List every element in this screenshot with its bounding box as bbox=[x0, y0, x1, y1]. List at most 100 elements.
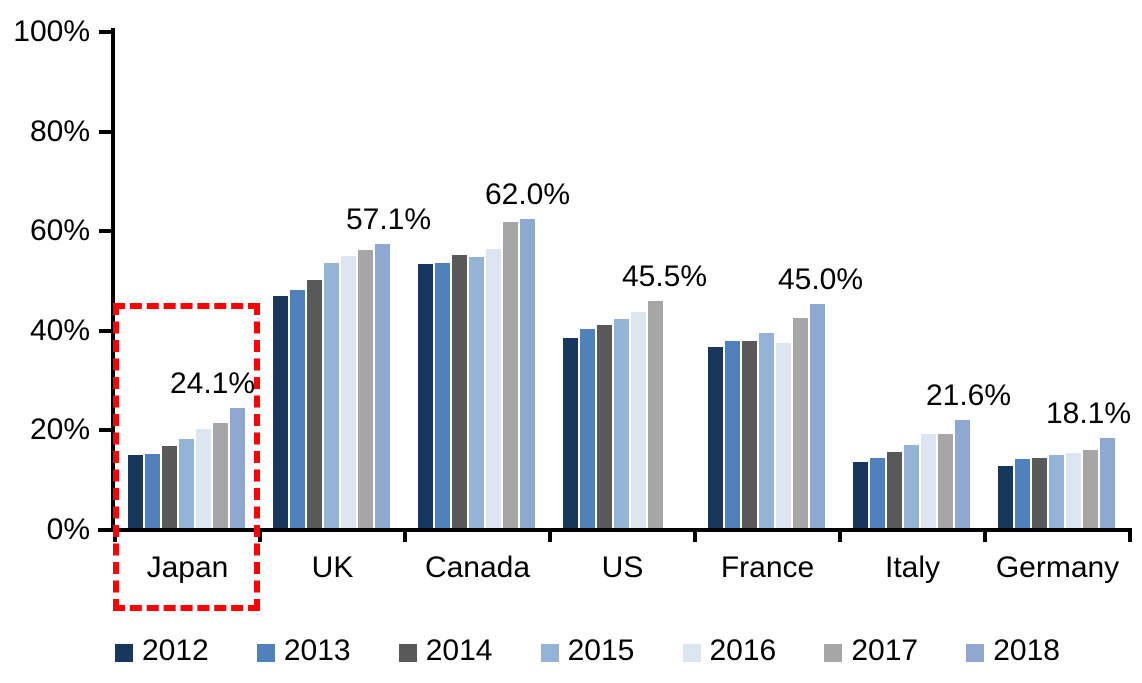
bar-germany-2018 bbox=[1100, 438, 1115, 528]
bar-group-us bbox=[563, 301, 663, 528]
legend-label-2014: 2014 bbox=[425, 634, 493, 667]
legend-swatch-2015 bbox=[540, 643, 559, 662]
legend-item-2012: 2012 bbox=[115, 633, 209, 669]
y-axis-line bbox=[111, 28, 115, 532]
legend-swatch-2018 bbox=[966, 643, 985, 662]
bar-germany-2014 bbox=[1032, 458, 1047, 528]
legend-item-2017: 2017 bbox=[824, 633, 918, 669]
bar-group-uk bbox=[273, 244, 390, 528]
y-axis-tick bbox=[99, 229, 115, 233]
legend-label-2018: 2018 bbox=[993, 634, 1060, 667]
bar-italy-2014 bbox=[887, 452, 902, 528]
y-axis-tick bbox=[99, 329, 115, 333]
bar-canada-2016 bbox=[486, 249, 501, 528]
y-axis-tick bbox=[99, 30, 115, 34]
category-label-france: France bbox=[720, 551, 815, 584]
bar-group-france bbox=[708, 304, 825, 528]
bar-france-2015 bbox=[759, 333, 774, 528]
y-axis-tick bbox=[99, 130, 115, 134]
data-label-us: 45.5% bbox=[621, 260, 708, 293]
bar-us-2013 bbox=[580, 329, 595, 528]
bar-italy-2016 bbox=[921, 434, 936, 528]
y-axis-tick-label: 100% bbox=[13, 15, 90, 48]
y-axis-tick-label: 0% bbox=[46, 513, 90, 546]
legend-label-2012: 2012 bbox=[142, 634, 209, 667]
legend-label-2016: 2016 bbox=[709, 634, 777, 667]
bar-germany-2012 bbox=[998, 466, 1013, 528]
data-label-italy: 21.6% bbox=[925, 379, 1012, 412]
legend-item-2013: 2013 bbox=[256, 633, 351, 669]
bar-france-2016 bbox=[776, 343, 791, 528]
x-axis-tick bbox=[838, 528, 842, 542]
bar-france-2014 bbox=[742, 341, 757, 528]
bar-us-2014 bbox=[597, 325, 612, 528]
bar-canada-2018 bbox=[520, 219, 535, 528]
bar-uk-2017 bbox=[358, 250, 373, 528]
legend-label-2015: 2015 bbox=[567, 634, 635, 667]
legend-item-2014: 2014 bbox=[398, 633, 493, 669]
category-label-us: US bbox=[601, 551, 644, 584]
category-label-japan: Japan bbox=[146, 551, 229, 584]
data-label-canada: 62.0% bbox=[484, 178, 571, 211]
y-axis-tick bbox=[99, 428, 115, 432]
bar-uk-2014 bbox=[307, 280, 322, 528]
legend-item-2018: 2018 bbox=[966, 633, 1060, 669]
legend-swatch-2017 bbox=[824, 643, 843, 662]
bar-canada-2014 bbox=[452, 255, 467, 528]
bar-japan-2017 bbox=[213, 423, 228, 528]
x-axis-tick bbox=[983, 528, 987, 542]
bar-japan-2015 bbox=[179, 439, 194, 528]
data-label-japan: 24.1% bbox=[169, 367, 256, 400]
legend-label-2013: 2013 bbox=[283, 634, 351, 667]
x-axis-tick bbox=[548, 528, 552, 542]
bar-france-2017 bbox=[793, 318, 808, 528]
bar-japan-2018 bbox=[230, 408, 245, 528]
legend-item-2016: 2016 bbox=[682, 633, 777, 669]
legend-swatch-2013 bbox=[256, 643, 275, 662]
bar-group-italy bbox=[853, 420, 970, 528]
category-label-germany: Germany bbox=[995, 551, 1120, 584]
data-label-uk: 57.1% bbox=[345, 203, 432, 236]
y-axis-tick-label: 80% bbox=[29, 115, 90, 148]
category-label-italy: Italy bbox=[884, 551, 941, 584]
bar-uk-2016 bbox=[341, 256, 356, 528]
bar-germany-2013 bbox=[1015, 459, 1030, 528]
bar-canada-2012 bbox=[418, 264, 433, 528]
y-axis-tick-label: 40% bbox=[29, 314, 90, 347]
legend-swatch-2016 bbox=[682, 643, 701, 662]
bar-germany-2016 bbox=[1066, 453, 1081, 528]
bar-us-2016 bbox=[631, 312, 646, 528]
bar-japan-2012 bbox=[128, 455, 143, 528]
bar-uk-2012 bbox=[273, 296, 288, 528]
bar-france-2018 bbox=[810, 304, 825, 528]
bar-canada-2015 bbox=[469, 257, 484, 528]
bar-italy-2015 bbox=[904, 445, 919, 528]
x-axis-tick bbox=[693, 528, 697, 542]
bar-uk-2018 bbox=[375, 244, 390, 528]
bar-canada-2017 bbox=[503, 222, 518, 528]
data-label-france: 45.0% bbox=[777, 263, 864, 296]
x-axis-tick bbox=[403, 528, 407, 542]
x-axis-tick bbox=[113, 528, 117, 542]
x-axis-tick bbox=[258, 528, 262, 542]
bar-germany-2017 bbox=[1083, 450, 1098, 528]
bar-uk-2015 bbox=[324, 263, 339, 528]
bar-france-2012 bbox=[708, 347, 723, 528]
legend-swatch-2012 bbox=[115, 643, 133, 662]
bar-france-2013 bbox=[725, 341, 740, 528]
bar-italy-2013 bbox=[870, 458, 885, 528]
bar-group-japan bbox=[128, 408, 245, 528]
bar-us-2012 bbox=[563, 338, 578, 528]
data-label-germany: 18.1% bbox=[1045, 397, 1132, 430]
x-axis-tick bbox=[1128, 528, 1132, 542]
legend-swatch-2014 bbox=[398, 643, 417, 662]
x-axis-line bbox=[98, 528, 1130, 532]
bar-italy-2012 bbox=[853, 462, 868, 528]
category-label-uk: UK bbox=[311, 551, 354, 584]
bar-italy-2018 bbox=[955, 420, 970, 528]
bar-group-canada bbox=[418, 219, 535, 528]
bar-uk-2013 bbox=[290, 290, 305, 528]
bar-us-2017 bbox=[648, 301, 663, 528]
legend-item-2015: 2015 bbox=[540, 633, 635, 669]
